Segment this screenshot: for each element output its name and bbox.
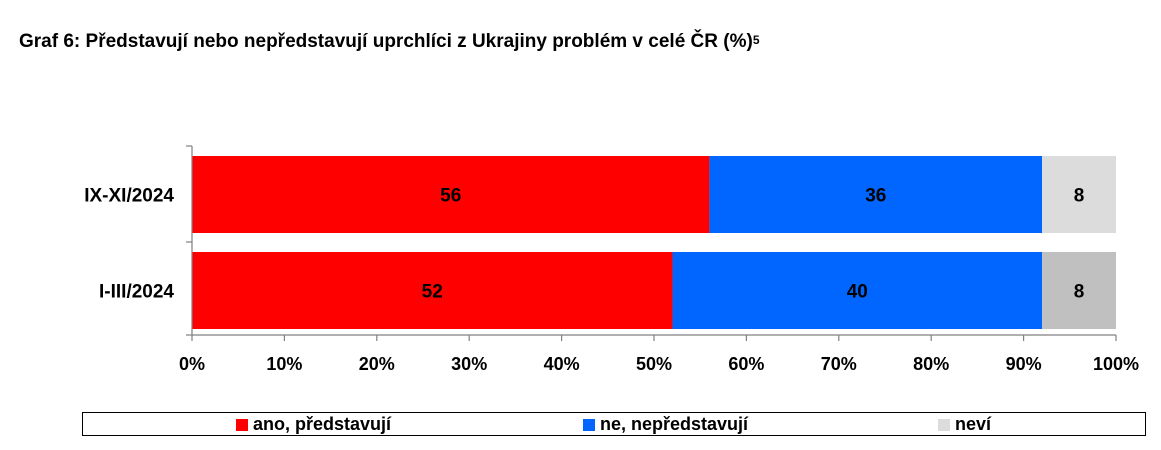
legend-swatch-2 — [583, 418, 595, 431]
x-tick-label-7: 60% — [728, 354, 764, 374]
data-label-3-2: 8 — [1074, 282, 1085, 303]
bar-chart: 56 36 8 IX-XI/2024 52 40 8 I-III/2024 0% 10% 20% 30… — [84, 145, 1139, 374]
x-tick-label-9: 80% — [913, 354, 949, 374]
bar-1-2 — [192, 252, 673, 329]
x-tick-label-8: 70% — [821, 354, 857, 374]
chart-title: Graf 6: Představují nebo nepředstavují u… — [19, 31, 760, 52]
legend-item-3: neví — [938, 414, 991, 435]
legend-item-1: ano, představují — [236, 414, 391, 435]
x-tick-label-5: 40% — [544, 354, 580, 374]
bar-3-1 — [1042, 156, 1116, 233]
data-label-2-1: 36 — [865, 186, 886, 207]
bar-2-2 — [672, 252, 1043, 329]
legend-swatch-3 — [938, 418, 950, 431]
x-tick-label-11: 100% — [1093, 354, 1139, 374]
x-tick-label-2: 10% — [266, 354, 302, 374]
data-label-1-1: 56 — [440, 186, 461, 207]
category-label-2: I-III/2024 — [99, 282, 174, 303]
bar-1-1 — [192, 156, 710, 233]
legend-label-3: neví — [955, 414, 992, 434]
x-tick-label-1: 0% — [179, 354, 205, 374]
bar-3-2 — [1042, 252, 1116, 329]
data-label-1-2: 52 — [422, 282, 443, 303]
legend-swatch-1 — [236, 418, 248, 431]
bar-2-1 — [709, 156, 1043, 233]
x-tick-label-6: 50% — [636, 354, 672, 374]
legend-label-1: ano, představují — [253, 414, 392, 434]
x-tick-label-3: 20% — [359, 354, 395, 374]
x-tick-label-10: 90% — [1006, 354, 1042, 374]
legend-label-2: ne, nepředstavují — [600, 414, 749, 434]
title-footnote: 5 — [752, 33, 760, 47]
legend-item-2: ne, nepředstavují — [583, 414, 748, 435]
data-label-2-2: 40 — [847, 282, 868, 303]
x-tick-label-4: 30% — [451, 354, 487, 374]
legend: ano, představují ne, nepředstavují neví — [82, 412, 1146, 436]
data-label-3-1: 8 — [1074, 186, 1085, 207]
category-label-1: IX-XI/2024 — [84, 186, 174, 207]
